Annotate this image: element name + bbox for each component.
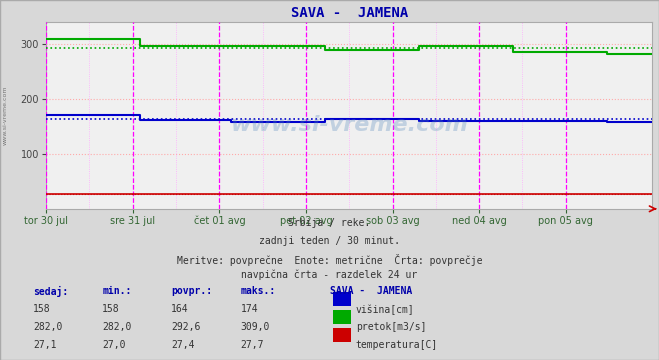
Text: 292,6: 292,6 xyxy=(171,322,201,332)
Text: maks.:: maks.: xyxy=(241,286,275,296)
Text: 282,0: 282,0 xyxy=(33,322,63,332)
Text: Srbija / reke.: Srbija / reke. xyxy=(289,218,370,228)
Text: povpr.:: povpr.: xyxy=(171,286,212,296)
Title: SAVA -  JAMENA: SAVA - JAMENA xyxy=(291,6,408,21)
Text: sedaj:: sedaj: xyxy=(33,286,68,297)
Text: 164: 164 xyxy=(171,304,189,314)
Text: 174: 174 xyxy=(241,304,258,314)
Text: 309,0: 309,0 xyxy=(241,322,270,332)
Text: višina[cm]: višina[cm] xyxy=(356,304,415,315)
Text: zadnji teden / 30 minut.: zadnji teden / 30 minut. xyxy=(259,236,400,246)
Text: www.si-vreme.com: www.si-vreme.com xyxy=(231,114,468,135)
Text: temperatura[C]: temperatura[C] xyxy=(356,340,438,350)
Text: 27,1: 27,1 xyxy=(33,340,57,350)
Text: pretok[m3/s]: pretok[m3/s] xyxy=(356,322,426,332)
Text: 27,0: 27,0 xyxy=(102,340,126,350)
Text: www.si-vreme.com: www.si-vreme.com xyxy=(3,85,8,145)
Text: min.:: min.: xyxy=(102,286,132,296)
Text: 158: 158 xyxy=(102,304,120,314)
Text: 158: 158 xyxy=(33,304,51,314)
Text: 282,0: 282,0 xyxy=(102,322,132,332)
Text: 27,7: 27,7 xyxy=(241,340,264,350)
Text: navpična črta - razdelek 24 ur: navpična črta - razdelek 24 ur xyxy=(241,270,418,280)
Text: 27,4: 27,4 xyxy=(171,340,195,350)
Text: SAVA -  JAMENA: SAVA - JAMENA xyxy=(330,286,412,296)
Text: Meritve: povprečne  Enote: metrične  Črta: povprečje: Meritve: povprečne Enote: metrične Črta:… xyxy=(177,254,482,266)
